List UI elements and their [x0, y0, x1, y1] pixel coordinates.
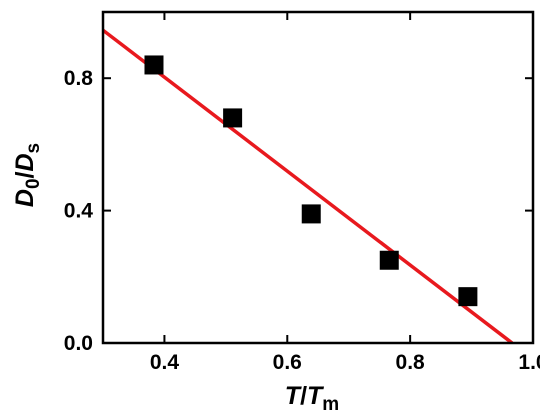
- data-point-4: [379, 250, 399, 270]
- y-tick-label: 0.4: [64, 200, 94, 223]
- y-axis-title-sub: 0: [23, 178, 44, 189]
- data-point-2: [223, 108, 243, 128]
- fit-line: [103, 28, 514, 343]
- x-tick-label: 0.8: [396, 351, 426, 374]
- data-point-1: [144, 55, 164, 75]
- data-point-3: [301, 204, 321, 224]
- data-point-5: [458, 287, 478, 307]
- x-tick-label: 0.6: [273, 351, 302, 374]
- fit-line-layer: [103, 28, 514, 343]
- x-axis-title-sep: /: [300, 382, 307, 410]
- x-tick-label: 1.0: [518, 351, 540, 374]
- y-tick-label: 0.8: [64, 67, 94, 90]
- x-axis-title-main: T: [285, 382, 303, 410]
- x-axis-title-sub: m: [322, 394, 339, 415]
- x-axis-title-main2: T: [307, 382, 325, 410]
- y-tick-label: 0.0: [64, 332, 93, 355]
- plot-frame: [101, 10, 535, 345]
- y-axis-title-main: D: [11, 189, 39, 207]
- tick-layer: 0.4 0.6 0.8 1.0 0.0 0.4 0.8: [64, 12, 540, 374]
- y-axis-title-main2: D: [11, 153, 39, 171]
- y-axis-title: D0/Ds: [11, 143, 44, 207]
- plot-frame-layer: [101, 10, 535, 345]
- y-axis-title-sub2: s: [23, 143, 44, 154]
- x-tick-label: 0.4: [150, 351, 180, 374]
- x-axis-title: T/Tm: [285, 382, 339, 415]
- marker-layer: [144, 55, 478, 307]
- y-axis-title-sep: /: [11, 171, 39, 178]
